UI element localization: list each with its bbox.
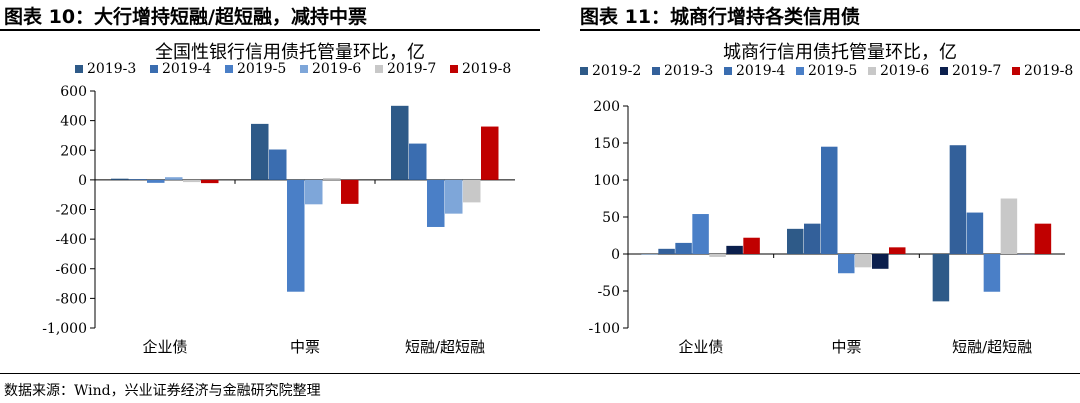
- y-tick-label: 50: [602, 210, 620, 226]
- source-note: 数据来源：Wind，兴业证券经济与金融研究院整理: [4, 383, 321, 399]
- legend-swatch-2019-3: [652, 67, 660, 75]
- bar-2019-3-中票: [251, 123, 269, 180]
- legend-swatch-2019-8: [1012, 67, 1020, 75]
- bar-2019-5-中票: [838, 254, 855, 274]
- bar-2019-6-中票: [305, 179, 323, 205]
- legend-label-2019-8: 2019-8: [462, 61, 511, 77]
- bar-2019-2-企业债: [641, 254, 658, 255]
- legend-swatch-2019-4: [150, 65, 158, 73]
- bar-2019-3-企业债: [658, 248, 675, 254]
- bar-2019-4-中票: [269, 149, 287, 180]
- bar-2019-5-中票: [287, 179, 305, 292]
- bar-2019-8-短融/超短融: [481, 126, 499, 180]
- bar-2019-6-企业债: [709, 254, 726, 257]
- legend-swatch-2019-5: [225, 65, 233, 73]
- bar-2019-4-企业债: [675, 242, 692, 254]
- bar-2019-4-短融/超短融: [966, 212, 984, 254]
- legend-swatch-2019-6: [300, 65, 308, 73]
- legend-label-2019-4: 2019-4: [162, 61, 211, 77]
- legend-label-2019-7: 2019-7: [387, 61, 436, 77]
- x-category-label: 企业债: [678, 338, 723, 356]
- y-tick-label: 200: [593, 99, 620, 115]
- bar-2019-6-短融/超短融: [1000, 198, 1018, 254]
- legend-label-2019-5: 2019-5: [237, 61, 286, 77]
- legend-label-2019-6: 2019-6: [312, 61, 361, 77]
- y-tick-label: 200: [60, 143, 87, 159]
- legend-label-2019-8: 2019-8: [1024, 63, 1073, 79]
- bar-2019-8-中票: [341, 179, 359, 204]
- y-tick-label: 400: [60, 114, 87, 130]
- bottom-rule: [0, 373, 1080, 374]
- legend-label-2019-3: 2019-3: [87, 61, 136, 77]
- bar-2019-8-中票: [889, 247, 906, 254]
- bar-2019-4-企业债: [129, 179, 147, 180]
- bar-2019-6-中票: [855, 254, 872, 268]
- bar-2019-8-企业债: [743, 237, 760, 254]
- bar-2019-3-企业债: [111, 178, 129, 180]
- bar-2019-7-企业债: [183, 179, 201, 183]
- legend-label-2019-6: 2019-6: [880, 63, 929, 79]
- bar-2019-4-短融/超短融: [409, 143, 427, 180]
- bar-2019-8-企业债: [201, 179, 219, 184]
- y-tick-label: 100: [593, 173, 620, 189]
- legend-swatch-2019-5: [796, 67, 804, 75]
- legend-label-2019-2: 2019-2: [592, 63, 641, 79]
- bar-2019-5-短融/超短融: [983, 254, 1001, 292]
- legend-label-2019-3: 2019-3: [664, 63, 713, 79]
- y-tick-label: -50: [597, 284, 620, 300]
- legend-swatch-2019-3: [75, 65, 83, 73]
- bar-2019-7-中票: [872, 254, 889, 269]
- figure-11-title: 图表 11：城商行增持各类信用债: [580, 6, 861, 28]
- x-category-label: 短融/超短融: [952, 338, 1032, 356]
- legend-swatch-2019-7: [940, 67, 948, 75]
- y-tick-label: -600: [56, 262, 87, 278]
- chart-title: 城商行信用债托管量环比，亿: [723, 42, 957, 63]
- y-tick-label: -200: [56, 203, 87, 219]
- bar-2019-7-企业债: [726, 245, 743, 254]
- chart-city-banks: 城商行信用债托管量环比，亿 2019-2 2019-3 2019-4 2019-5 201…: [580, 42, 1073, 356]
- y-tick-label: 0: [611, 247, 620, 263]
- bar-2019-3-中票: [804, 223, 821, 254]
- x-category-label: 企业债: [142, 338, 187, 356]
- legend-swatch-2019-4: [724, 67, 732, 75]
- bar-2019-5-企业债: [147, 179, 165, 183]
- bar-2019-2-中票: [787, 228, 804, 254]
- bar-2019-5-企业债: [692, 214, 709, 254]
- bar-2019-7-短融/超短融: [463, 179, 481, 203]
- legend-label-2019-7: 2019-7: [952, 63, 1001, 79]
- legend-label-2019-5: 2019-5: [808, 63, 857, 79]
- y-tick-label: 150: [593, 136, 620, 152]
- figure-10-title: 图表 10：大行增持短融/超短融，减持中票: [4, 6, 367, 28]
- legend-swatch-2019-6: [868, 67, 876, 75]
- bar-2019-3-短融/超短融: [949, 145, 967, 254]
- chart-title: 全国性银行信用债托管量环比，亿: [155, 42, 425, 63]
- x-category-label: 短融/超短融: [405, 338, 485, 356]
- bar-2019-4-中票: [821, 146, 838, 254]
- y-tick-label: -800: [56, 291, 87, 307]
- bar-2019-7-中票: [323, 178, 341, 180]
- bar-2019-6-短融/超短融: [445, 179, 463, 214]
- bar-2019-3-短融/超短融: [391, 105, 409, 180]
- legend-swatch-2019-2: [580, 67, 588, 75]
- y-tick-label: 600: [60, 84, 87, 100]
- chart-panel-national-banks: 全国性银行信用债托管量环比，亿 2019-3 2019-4 2019-5 2019-6 2…: [0, 38, 530, 368]
- y-tick-label: -1,000: [42, 321, 87, 337]
- y-tick-label: -400: [56, 232, 87, 248]
- figure-11-title-rule: [580, 29, 1080, 31]
- bar-2019-8-短融/超短融: [1034, 223, 1052, 254]
- bar-2019-2-短融/超短融: [932, 254, 950, 302]
- y-tick-label: 0: [78, 173, 87, 189]
- bar-2019-6-企业债: [165, 177, 183, 180]
- bar-2019-5-短融/超短融: [427, 179, 445, 227]
- legend-label-2019-4: 2019-4: [736, 63, 785, 79]
- x-category-label: 中票: [831, 338, 861, 356]
- bar-2019-7-短融/超短融: [1017, 254, 1035, 255]
- figure-10-title-rule: [0, 29, 540, 31]
- legend-swatch-2019-8: [450, 65, 458, 73]
- chart-national-banks: 全国性银行信用债托管量环比，亿 2019-3 2019-4 2019-5 2019-6 2…: [42, 42, 515, 356]
- x-category-label: 中票: [290, 338, 320, 356]
- y-tick-label: -100: [589, 321, 620, 337]
- chart-panel-city-banks: 城商行信用债托管量环比，亿 2019-2 2019-3 2019-4 2019-5 201…: [550, 38, 1080, 368]
- legend-swatch-2019-7: [375, 65, 383, 73]
